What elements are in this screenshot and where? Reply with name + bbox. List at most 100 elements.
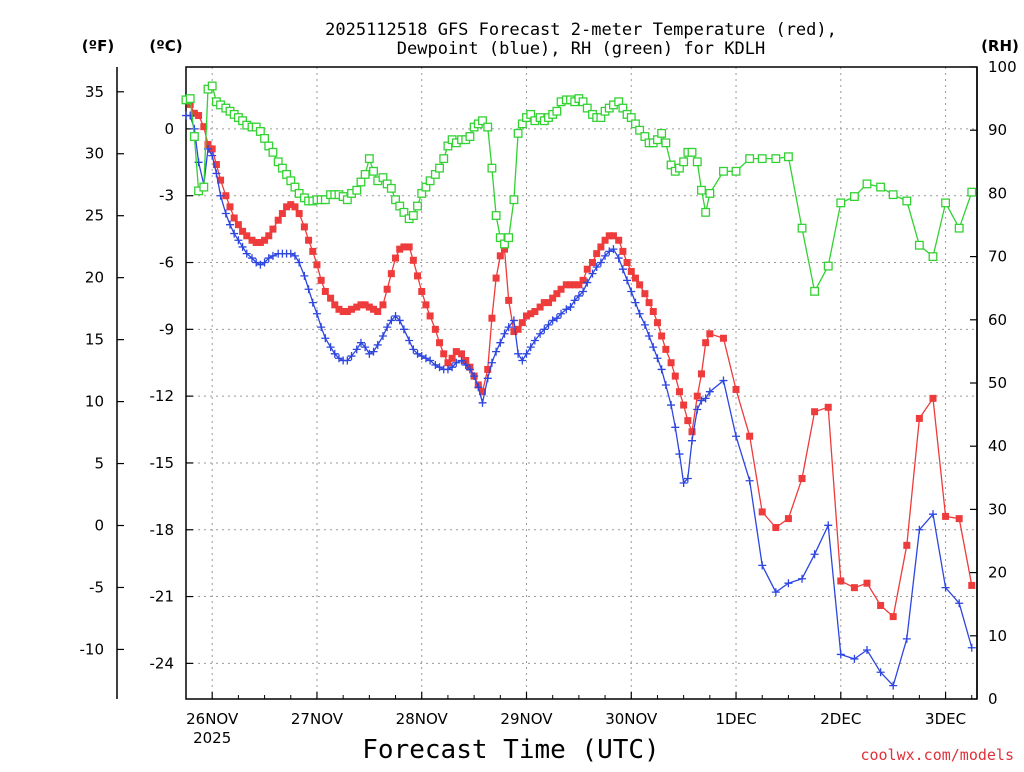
dewpoint-point bbox=[526, 343, 535, 352]
dewpoint-point bbox=[579, 287, 588, 296]
fahrenheit-tick-label: 30 bbox=[85, 145, 104, 163]
temperature-point bbox=[706, 330, 714, 338]
temperature-point bbox=[889, 613, 897, 621]
dewpoint-point bbox=[661, 381, 670, 390]
dewpoint-point bbox=[679, 478, 688, 487]
rh-point bbox=[701, 207, 711, 217]
dewpoint-point bbox=[557, 309, 566, 318]
dewpoint-point bbox=[683, 474, 692, 483]
dewpoint-point bbox=[671, 423, 680, 432]
dewpoint-point bbox=[518, 356, 527, 365]
temperature-point bbox=[321, 287, 329, 295]
rh-tick-label: 60 bbox=[988, 311, 1007, 329]
temperature-point bbox=[405, 243, 413, 251]
dewpoint-point bbox=[902, 634, 911, 643]
dewpoint-point bbox=[876, 668, 885, 677]
temperature-point bbox=[623, 259, 631, 267]
x-axis-title: Forecast Time (UTC) bbox=[362, 735, 659, 765]
rh-point bbox=[483, 122, 493, 132]
temperature-point bbox=[278, 210, 286, 218]
dewpoint-point bbox=[850, 654, 859, 663]
temperature-point bbox=[305, 236, 313, 244]
dewpoint-point bbox=[234, 236, 243, 245]
celsius-tick-label: 0 bbox=[164, 120, 174, 138]
dewpoint-point bbox=[771, 588, 780, 597]
temperature-point bbox=[409, 256, 417, 264]
temperature-point bbox=[458, 350, 466, 358]
temperature-point bbox=[374, 308, 382, 316]
temperature-point bbox=[680, 401, 688, 409]
temperature-point bbox=[549, 294, 557, 302]
temperature-point bbox=[212, 161, 220, 169]
dewpoint-point bbox=[862, 646, 871, 655]
rh-point bbox=[823, 261, 833, 271]
dewpoint-point bbox=[242, 249, 251, 258]
fahrenheit-tick-label: -5 bbox=[89, 578, 104, 596]
dewpoint-point bbox=[304, 285, 313, 294]
dewpoint-point bbox=[570, 296, 579, 305]
temperature-point bbox=[589, 259, 597, 267]
temperature-point bbox=[877, 601, 885, 609]
temperature-point bbox=[204, 140, 212, 148]
temperature-point bbox=[636, 281, 644, 289]
dewpoint-point bbox=[530, 336, 539, 345]
temperature-point bbox=[684, 417, 692, 425]
dewpoint-point bbox=[657, 365, 666, 374]
temperature-point bbox=[396, 245, 404, 253]
dewpoint-point bbox=[667, 401, 676, 410]
dewpoint-point bbox=[915, 525, 924, 534]
rh-point bbox=[425, 176, 435, 186]
dewpoint-point bbox=[409, 345, 418, 354]
dewpoint-point bbox=[383, 323, 392, 332]
fahrenheit-tick-label: -10 bbox=[80, 640, 105, 658]
temperature-point bbox=[522, 312, 530, 320]
rh-point bbox=[757, 154, 767, 164]
rh-point bbox=[513, 128, 523, 138]
dewpoint-point bbox=[889, 681, 898, 690]
fahrenheit-tick-label: 20 bbox=[85, 269, 104, 287]
dewpoint-point bbox=[435, 363, 444, 372]
temperature-point bbox=[431, 325, 439, 333]
temperature-point bbox=[671, 372, 679, 380]
temperature-point bbox=[510, 328, 518, 336]
dewpoint-point bbox=[369, 347, 378, 356]
temperature-point bbox=[601, 236, 609, 244]
dewpoint-point bbox=[719, 376, 728, 385]
temperature-point bbox=[562, 281, 570, 289]
dewpoint-point bbox=[347, 352, 356, 361]
temperature-point bbox=[239, 227, 247, 235]
dewpoint-point bbox=[352, 345, 361, 354]
temperature-point bbox=[269, 225, 277, 233]
temperature-point bbox=[274, 216, 282, 224]
dewpoint-point bbox=[514, 349, 523, 358]
rh-point bbox=[876, 182, 886, 192]
dewpoint-point bbox=[609, 245, 618, 254]
temperature-point bbox=[514, 325, 522, 333]
rh-point bbox=[435, 163, 444, 173]
x-tick-label: 27NOV bbox=[291, 710, 344, 728]
dewpoint-point bbox=[649, 343, 658, 352]
temperature-point bbox=[478, 388, 486, 396]
temperature-point bbox=[496, 252, 504, 260]
temperature-point bbox=[784, 515, 792, 523]
temperature-point bbox=[505, 296, 513, 304]
dewpoint-point bbox=[618, 265, 627, 274]
temperature-point bbox=[256, 238, 264, 246]
temperature-point bbox=[484, 365, 492, 373]
rh-point bbox=[888, 190, 898, 200]
dewpoint-point bbox=[810, 550, 819, 559]
rh-point bbox=[783, 152, 793, 162]
rh-point bbox=[635, 125, 645, 135]
dewpoint-point bbox=[290, 251, 299, 260]
celsius-tick-label: -15 bbox=[150, 454, 175, 472]
rh-point bbox=[478, 116, 487, 126]
temperature-point bbox=[619, 247, 627, 255]
rh-point bbox=[657, 128, 667, 138]
temperature-point bbox=[942, 512, 950, 520]
temperature-point bbox=[440, 350, 448, 358]
dewpoint-point bbox=[421, 354, 430, 363]
dewpoint-point bbox=[483, 374, 492, 383]
temperature-point bbox=[335, 305, 343, 313]
temperature-point bbox=[702, 339, 710, 347]
dewpoint-point bbox=[635, 309, 644, 318]
